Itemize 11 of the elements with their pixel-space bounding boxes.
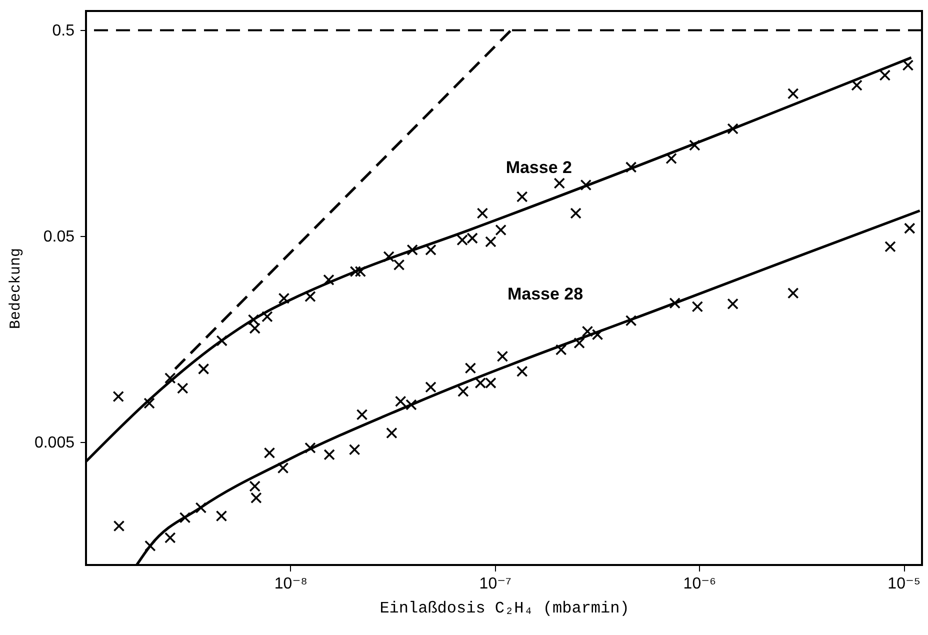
x-tick-label: 10⁻⁶ (683, 576, 716, 592)
x-tick-label: 10⁻⁵ (888, 576, 921, 592)
y-tick-label: 0.5 (52, 22, 75, 40)
y-axis-title: Bedeckung (7, 248, 24, 330)
x-tick-label: 10⁻⁸ (274, 576, 308, 592)
series-label: Masse 2 (506, 158, 572, 177)
y-tick-label: 0.005 (34, 434, 75, 452)
series-label: Masse 28 (507, 284, 584, 304)
x-axis-title: Einlaßdosis C₂H₄ (mbarmin) (380, 600, 630, 618)
y-tick-label: 0.05 (43, 228, 75, 246)
x-tick-label: 10⁻⁷ (479, 576, 512, 592)
